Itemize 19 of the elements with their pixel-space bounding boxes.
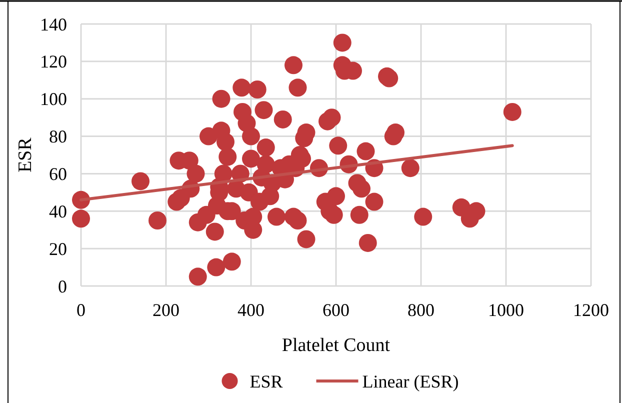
x-tick-label: 200: [152, 300, 180, 320]
y-tick-label: 80: [49, 126, 67, 147]
x-tick-label: 0: [76, 300, 86, 320]
legend-label: Linear (ESR): [362, 371, 459, 392]
x-tick-label: 400: [238, 300, 264, 320]
y-tick-label: 100: [40, 89, 67, 110]
y-tick-label: 60: [49, 164, 67, 184]
x-tick-label: 1000: [488, 300, 524, 320]
y-tick-label: 0: [58, 276, 67, 296]
y-tick-label: 40: [49, 201, 67, 222]
x-axis-title: Platelet Count: [282, 335, 391, 356]
legend-label: ESR: [250, 371, 283, 392]
x-tick-label: 1200: [573, 300, 609, 320]
y-tick-label: 20: [49, 238, 67, 259]
x-tick-label: 600: [322, 300, 350, 320]
y-axis-title: ESR: [15, 137, 36, 172]
y-tick-label: 120: [40, 52, 67, 72]
y-tick-label: 140: [40, 14, 67, 34]
x-tick-label: 800: [408, 300, 434, 320]
